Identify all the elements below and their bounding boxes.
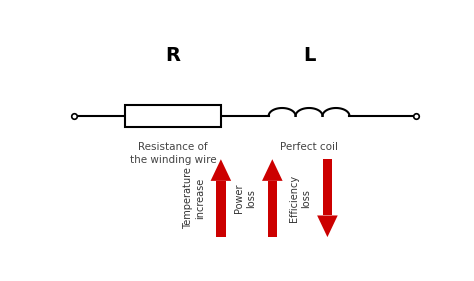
Bar	[216, 181, 226, 237]
Polygon shape	[317, 216, 337, 237]
Bar	[323, 159, 332, 216]
Text: Perfect coil: Perfect coil	[280, 142, 338, 152]
Text: L: L	[303, 46, 315, 65]
Text: R: R	[165, 46, 181, 65]
Text: Power
loss: Power loss	[234, 183, 256, 213]
Bar	[125, 105, 221, 127]
Text: Efficiency
loss: Efficiency loss	[289, 175, 311, 222]
Bar	[267, 181, 277, 237]
Polygon shape	[210, 159, 231, 181]
Text: Temperature
increase: Temperature increase	[182, 167, 205, 229]
Text: Resistance of
the winding wire: Resistance of the winding wire	[130, 142, 217, 165]
Polygon shape	[262, 159, 283, 181]
